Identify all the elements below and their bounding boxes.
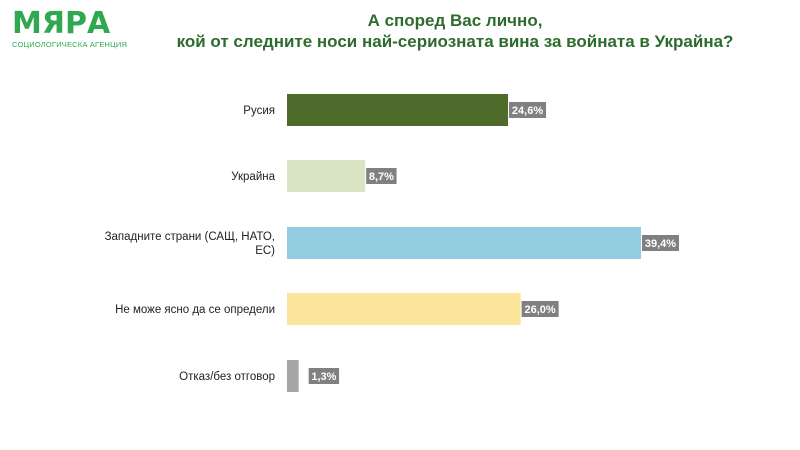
agency-logo: МЯРА СОЦИОЛОГИЧЕСКА АГЕНЦИЯ bbox=[12, 6, 128, 52]
category-label: Западните страни (САЩ, НАТО, ЕС) bbox=[105, 231, 276, 257]
category-label: Русия bbox=[243, 105, 275, 117]
bar bbox=[287, 160, 366, 192]
value-label: 26,0% bbox=[525, 304, 556, 316]
value-label: 24,6% bbox=[512, 105, 543, 117]
bar bbox=[287, 94, 509, 126]
category-label: Украйна bbox=[231, 171, 275, 183]
value-label-background bbox=[509, 102, 547, 118]
chart-title-line-1: А според Вас лично, bbox=[367, 11, 543, 30]
category-label: Отказ/без отговор bbox=[179, 371, 275, 383]
bar bbox=[287, 293, 521, 325]
chart-title-line-2: кой от следните носи най-сериозната вина… bbox=[176, 32, 734, 51]
value-label: 1,3% bbox=[311, 371, 336, 383]
category-label: Не може ясно да се определи bbox=[115, 304, 275, 316]
value-label-background bbox=[521, 301, 559, 317]
value-label-background bbox=[308, 368, 340, 384]
value-label: 8,7% bbox=[369, 171, 394, 183]
logo-wordmark: МЯРА bbox=[12, 6, 111, 41]
chart-title: А според Вас лично, кой от следните носи… bbox=[130, 10, 780, 52]
value-label-background bbox=[366, 168, 397, 184]
value-label-background bbox=[642, 235, 679, 251]
bar bbox=[287, 227, 641, 259]
bar bbox=[287, 360, 299, 392]
value-label: 39,4% bbox=[645, 238, 676, 250]
logo-subtitle: СОЦИОЛОГИЧЕСКА АГЕНЦИЯ bbox=[12, 40, 128, 49]
